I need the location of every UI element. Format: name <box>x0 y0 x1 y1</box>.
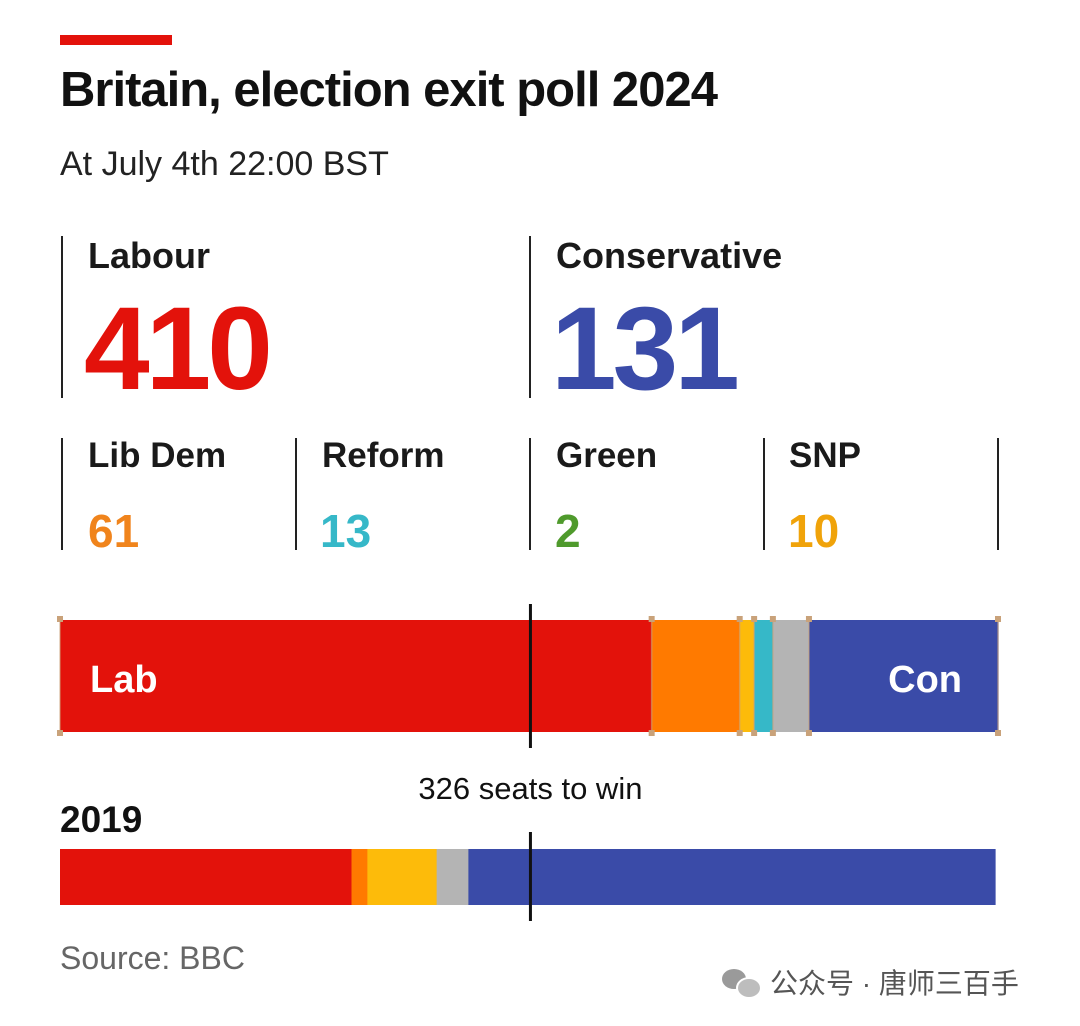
bar-2019-snp <box>367 849 438 905</box>
divider-line <box>763 438 765 550</box>
divider-line <box>61 236 63 398</box>
boundary-marker <box>769 730 776 736</box>
boundary-marker <box>736 730 743 736</box>
bar-2024-lab <box>60 620 653 732</box>
watermark-text: 公众号 · 唐师三百手 <box>770 968 1019 999</box>
party-name-reform: Reform <box>322 436 445 475</box>
seats-reform: 13 <box>320 505 372 557</box>
watermark: 公众号 · 唐师三百手 <box>722 962 1019 1002</box>
seats-conservative: 131 <box>551 283 740 415</box>
bar-2019-con <box>468 849 996 905</box>
chart-title: Britain, election exit poll 2024 <box>60 63 718 117</box>
bar-label-con: Con <box>888 659 962 701</box>
bar-2024-others <box>772 620 810 732</box>
party-name-labour: Labour <box>88 235 210 276</box>
divider-line <box>295 438 297 550</box>
accent-bar <box>60 35 172 45</box>
party-name-conservative: Conservative <box>556 235 783 276</box>
party-name-green: Green <box>556 436 658 475</box>
divider-line <box>529 438 531 550</box>
boundary-marker <box>769 616 776 622</box>
boundary-marker <box>751 730 758 736</box>
bar-2024-lib-dem <box>651 620 741 732</box>
boundary-marker <box>736 616 743 622</box>
wechat-icon <box>722 967 762 999</box>
party-name-libdem: Lib Dem <box>88 436 227 475</box>
bar-2024-con <box>808 620 999 732</box>
bar-2019-lab <box>60 849 353 905</box>
divider-line <box>61 438 63 550</box>
boundary-marker <box>648 616 655 622</box>
boundary-marker <box>805 616 812 622</box>
bar-2024-reform <box>754 620 774 732</box>
chart-subtitle: At July 4th 22:00 BST <box>60 145 389 183</box>
party-name-snp: SNP <box>789 436 861 475</box>
series-label-2019: 2019 <box>60 799 142 840</box>
bar-label-lab: Lab <box>90 659 158 701</box>
boundary-marker <box>57 730 63 736</box>
source-note: Source: BBC <box>60 940 245 976</box>
seats-snp: 10 <box>788 505 840 557</box>
boundary-marker <box>995 616 1001 622</box>
bar-2019-others <box>436 849 469 905</box>
boundary-marker <box>805 730 812 736</box>
seats-labour: 410 <box>84 283 273 415</box>
bar-2024-snp <box>739 620 755 732</box>
boundary-marker <box>57 616 63 622</box>
seats-green: 2 <box>555 505 581 557</box>
boundary-marker <box>751 616 758 622</box>
majority-label: 326 seats to win <box>418 771 642 806</box>
divider-line <box>529 236 531 398</box>
bar-2019-lib-dem <box>351 849 368 905</box>
boundary-marker <box>648 730 655 736</box>
seats-libdem: 61 <box>88 505 140 557</box>
boundary-marker <box>995 730 1001 736</box>
divider-line <box>997 438 999 550</box>
